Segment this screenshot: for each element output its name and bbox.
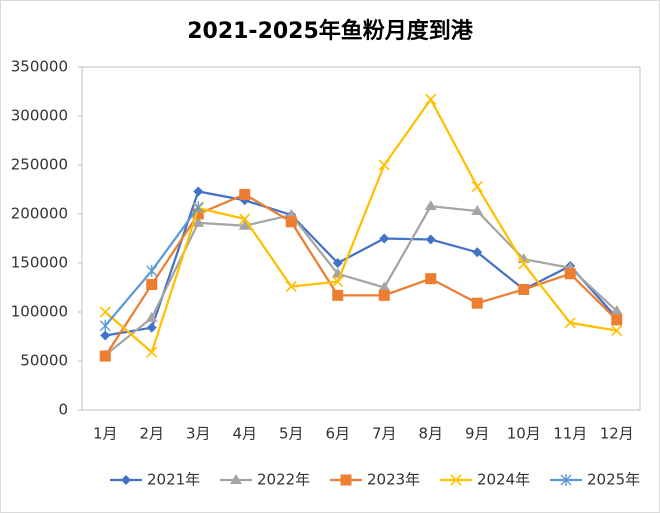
data-point <box>379 233 390 244</box>
data-point <box>425 234 436 245</box>
data-point <box>146 346 158 358</box>
y-tick-label: 150000 <box>11 254 68 272</box>
data-point <box>239 188 251 200</box>
x-tick-label: 9月 <box>465 425 490 443</box>
x-tick-label: 11月 <box>553 425 587 443</box>
data-point <box>332 258 343 268</box>
data-point <box>192 216 205 227</box>
data-point <box>472 247 483 258</box>
y-tick-label: 0 <box>58 401 68 419</box>
legend-marker <box>121 475 131 485</box>
x-tick-label: 1月 <box>93 425 118 443</box>
x-tick-label: 2月 <box>139 425 164 443</box>
x-tick-label: 5月 <box>279 425 304 443</box>
legend-marker <box>340 474 352 486</box>
x-tick-label: 12月 <box>600 425 634 443</box>
data-point <box>238 219 251 230</box>
data-point <box>518 283 530 295</box>
y-tick-label: 250000 <box>11 156 68 174</box>
data-point <box>100 330 111 341</box>
data-point <box>193 186 204 197</box>
data-point <box>99 306 111 318</box>
data-point <box>146 279 158 291</box>
y-tick-label: 300000 <box>11 107 68 125</box>
x-tick-label: 3月 <box>186 425 211 443</box>
data-point <box>425 273 437 285</box>
data-point <box>564 268 576 280</box>
data-point <box>332 289 344 301</box>
series-line <box>104 204 618 356</box>
data-point <box>518 258 530 270</box>
y-tick-label: 200000 <box>11 205 68 223</box>
data-point <box>192 201 204 214</box>
legend-marker <box>450 474 462 486</box>
data-point <box>146 264 158 277</box>
data-point <box>564 317 576 329</box>
legend-label: 2022年 <box>257 471 310 489</box>
x-tick-label: 6月 <box>325 425 350 443</box>
data-point <box>611 314 623 326</box>
legend-label: 2025年 <box>587 471 640 489</box>
data-point <box>285 216 297 228</box>
chart-title: 2021-2025年鱼粉月度到港 <box>187 18 474 44</box>
series-line <box>104 97 617 355</box>
legend-marker <box>230 474 242 484</box>
y-tick-label: 350000 <box>11 58 68 76</box>
y-tick-label: 100000 <box>11 303 68 321</box>
data-point <box>146 322 157 333</box>
series-line <box>105 190 618 337</box>
data-point <box>239 213 251 225</box>
data-point <box>145 311 158 322</box>
data-point <box>610 305 623 316</box>
data-point <box>378 289 390 301</box>
series-line <box>104 193 618 357</box>
data-point <box>99 350 111 362</box>
x-tick-label: 7月 <box>372 425 397 443</box>
data-point <box>425 93 437 105</box>
legend-label: 2024年 <box>477 471 530 489</box>
legend-label: 2023年 <box>367 471 420 489</box>
data-point <box>285 280 297 293</box>
legend-marker <box>560 474 572 486</box>
data-point <box>424 200 437 211</box>
data-point <box>378 281 391 292</box>
data-point <box>471 297 483 309</box>
data-point <box>378 159 390 171</box>
data-point <box>611 325 623 337</box>
data-point <box>192 208 204 220</box>
x-tick-label: 10月 <box>507 425 541 443</box>
x-tick-label: 4月 <box>232 425 257 443</box>
legend-label: 2021年 <box>147 471 200 489</box>
data-point <box>99 319 111 332</box>
data-point <box>471 205 484 216</box>
plot-border <box>81 66 641 411</box>
data-point <box>471 180 483 193</box>
data-point <box>332 276 344 288</box>
y-tick-label: 50000 <box>20 352 68 370</box>
x-tick-label: 8月 <box>418 425 443 443</box>
